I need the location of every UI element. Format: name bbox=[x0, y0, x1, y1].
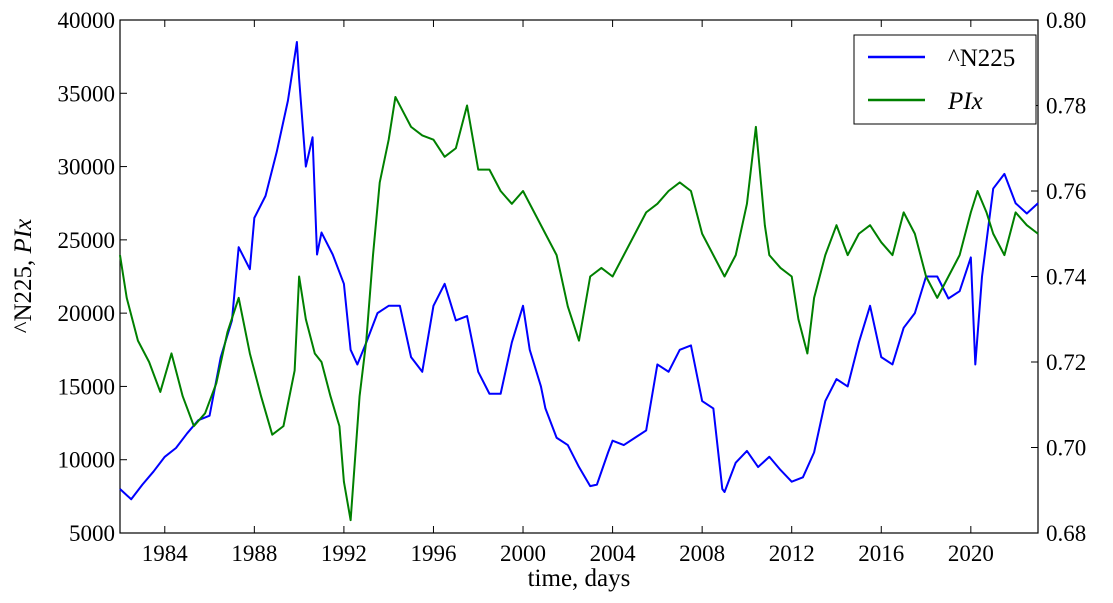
y-axis-left-label-italic: PIx bbox=[10, 219, 37, 255]
y-axis-left-label-main: ^N225, bbox=[10, 253, 37, 333]
x-tick-label: 2020 bbox=[948, 541, 994, 566]
legend-label-n225: ^N225 bbox=[948, 45, 1015, 72]
y-right-tick-label: 0.70 bbox=[1046, 436, 1086, 461]
x-tick-label: 1996 bbox=[410, 541, 456, 566]
x-tick-label: 1992 bbox=[321, 541, 367, 566]
legend-label-pix: PIx bbox=[947, 88, 983, 115]
y-left-tick-label: 5000 bbox=[69, 521, 115, 546]
x-tick-label: 2016 bbox=[858, 541, 904, 566]
plot-area: 1984 1988 1992 1996 2000 2004 2008 2012 2016 2020… bbox=[58, 8, 1087, 566]
y-axis-left-label: ^N225, PIx bbox=[10, 219, 37, 334]
series-line-n225 bbox=[119, 40, 1039, 501]
y-right-tick-label: 0.68 bbox=[1046, 521, 1086, 546]
y-left-tick-label: 30000 bbox=[58, 155, 116, 180]
x-tick-label: 2000 bbox=[500, 541, 546, 566]
series-line-pix bbox=[119, 95, 1039, 522]
x-tick-label: 1984 bbox=[142, 541, 189, 566]
y-left-tick-label: 25000 bbox=[58, 228, 116, 253]
y-left-tick-label: 10000 bbox=[58, 448, 116, 473]
series-layer bbox=[119, 40, 1039, 522]
y-right-tick-label: 0.76 bbox=[1046, 179, 1086, 204]
x-tick-label: 2008 bbox=[679, 541, 725, 566]
y-right-tick-label: 0.80 bbox=[1046, 8, 1086, 33]
x-tick-label: 2004 bbox=[590, 541, 637, 566]
x-tick-label: 2012 bbox=[769, 541, 815, 566]
y-right-tick-label: 0.72 bbox=[1046, 350, 1086, 375]
ticks-layer: 1984 1988 1992 1996 2000 2004 2008 2012 2016 2020… bbox=[58, 8, 1087, 566]
y-left-tick-label: 20000 bbox=[58, 301, 116, 326]
legend-box bbox=[853, 34, 1037, 125]
y-right-tick-label: 0.74 bbox=[1046, 265, 1087, 290]
y-left-tick-label: 15000 bbox=[58, 374, 116, 399]
y-left-tick-label: 35000 bbox=[58, 81, 116, 106]
x-tick-label: 1988 bbox=[231, 541, 277, 566]
y-right-tick-label: 0.78 bbox=[1046, 94, 1086, 119]
legend: ^N225 PIx bbox=[853, 34, 1037, 125]
x-axis-label: time, days bbox=[528, 565, 631, 592]
y-left-tick-label: 40000 bbox=[58, 8, 116, 33]
